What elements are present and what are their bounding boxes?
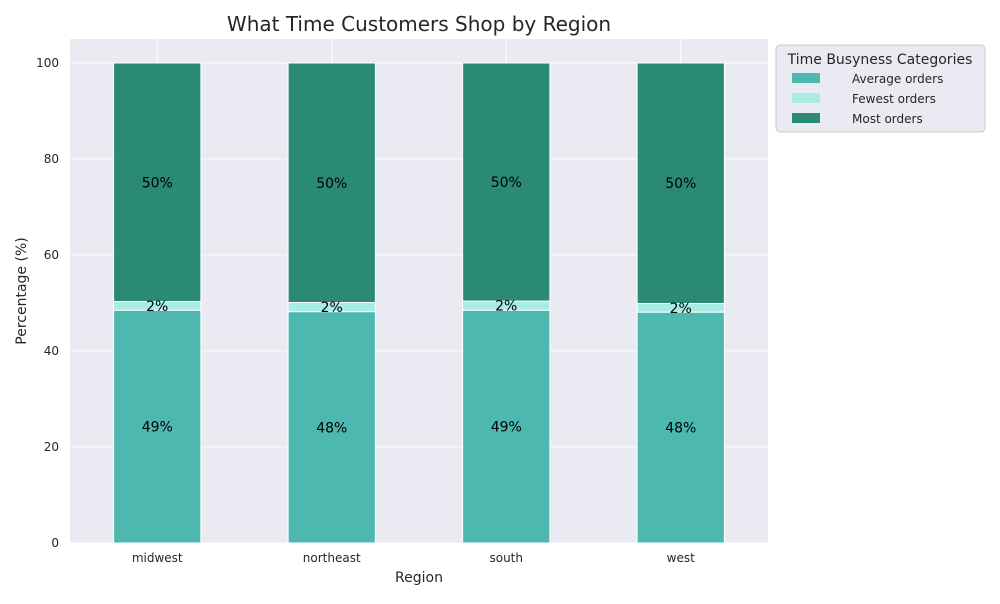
- legend-entry-label: Average orders: [852, 72, 943, 86]
- bar-segment: [462, 62, 551, 302]
- y-axis-label: Percentage (%): [14, 237, 30, 344]
- y-tick-label: 100: [36, 56, 59, 70]
- x-tick-label: south: [489, 551, 523, 565]
- tick-labels: 0 20 40 60 80 100 midwest northeast south west: [36, 56, 695, 565]
- legend-swatch: [792, 113, 820, 123]
- legend: Time Busyness Categories Average orders F…: [775, 44, 986, 133]
- bar-segment: [287, 311, 376, 544]
- bar-segment: [636, 311, 725, 544]
- data-label: 50%: [142, 175, 173, 191]
- data-label: 2%: [146, 299, 168, 315]
- bar-segment: [462, 309, 551, 544]
- data-label: 50%: [665, 176, 696, 192]
- bar-segment: [287, 62, 376, 304]
- data-label: 50%: [491, 175, 522, 191]
- data-label: 2%: [321, 300, 343, 316]
- data-labels: 49% 2% 50% 48% 2% 50% 49% 2% 50% 48% 2% 50%: [142, 175, 697, 437]
- data-label: 2%: [495, 299, 517, 315]
- bar-segment: [113, 309, 202, 544]
- legend-swatch: [792, 73, 820, 83]
- data-label: 49%: [142, 420, 173, 436]
- legend-items: Average orders Fewest orders Most orders: [792, 72, 943, 126]
- data-label: 49%: [491, 420, 522, 436]
- legend-entry-label: Most orders: [852, 112, 923, 126]
- data-label: 2%: [670, 301, 692, 317]
- legend-box: [775, 44, 986, 133]
- legend-entry-label: Fewest orders: [852, 92, 936, 106]
- legend-swatch: [792, 93, 820, 103]
- bars: [113, 62, 725, 544]
- x-tick-label: northeast: [303, 551, 361, 565]
- y-tick-label: 40: [44, 344, 59, 358]
- x-tick-label: midwest: [132, 551, 183, 565]
- data-label: 48%: [316, 420, 347, 436]
- y-tick-label: 60: [44, 248, 59, 262]
- bar-segment: [113, 62, 202, 303]
- y-tick-label: 20: [44, 440, 59, 454]
- x-axis-label: Region: [395, 570, 443, 586]
- bar-segment: [636, 62, 725, 304]
- chart-title: What Time Customers Shop by Region: [227, 12, 611, 36]
- data-label: 50%: [316, 176, 347, 192]
- data-label: 48%: [665, 421, 696, 437]
- x-tick-label: west: [667, 551, 695, 565]
- legend-title: Time Busyness Categories: [787, 52, 973, 68]
- y-tick-label: 0: [51, 536, 59, 550]
- y-tick-label: 80: [44, 152, 59, 166]
